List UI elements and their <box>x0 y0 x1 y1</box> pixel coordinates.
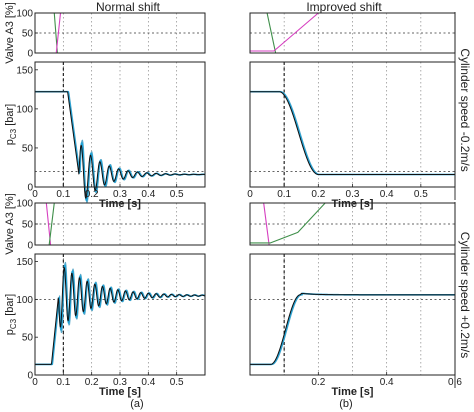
row-label-bottom: Cylinder speed +0.2m/s <box>458 232 472 358</box>
plot-frame <box>249 61 456 188</box>
title-a: Normal shift <box>96 0 161 14</box>
x-tick-label: 0.1 <box>277 189 291 200</box>
y-tick-label: 100 <box>16 199 33 210</box>
x-tick-label: 0 <box>32 189 38 200</box>
x-tick-label: 0.2 <box>85 189 99 200</box>
y-tick-label: 150 <box>16 257 33 268</box>
y-tick-label: 0 <box>27 241 33 252</box>
y-tick-label: 150 <box>16 65 33 76</box>
x-tick-label: 0.2 <box>311 377 325 388</box>
y-tick-label: 0 <box>27 183 33 194</box>
series-measured-2 <box>34 91 206 199</box>
series-measured-2 <box>250 292 455 365</box>
y-tick-label: 0 <box>27 49 33 60</box>
x-tick-label: 0.3 <box>113 189 127 200</box>
y-axis-label-main: p <box>4 139 16 145</box>
x-tick-label: 0.6 <box>448 377 462 388</box>
y-tick-label: 100 <box>16 104 33 115</box>
y-tick-label: 50 <box>22 143 34 154</box>
x-axis-label: Time [s] <box>332 386 374 398</box>
series-model-1 <box>249 292 456 366</box>
y-axis-label-main: p <box>4 329 16 335</box>
series-model_alt-0 <box>249 292 456 366</box>
title-b: Improved shift <box>306 0 382 14</box>
y-tick-label: 50 <box>22 220 34 231</box>
row-label-top-text: Cylinder speed -0.2m/s <box>458 48 472 171</box>
y-axis-label-unit: [bar] <box>4 294 16 319</box>
y-tick-label: 50 <box>22 333 34 344</box>
x-axis-label: Time [s] <box>99 386 141 398</box>
x-tick-label: 0 <box>247 189 253 200</box>
panel-pressure-bottom-b: 0.2 0.4 0.6 Time [s] <box>249 253 462 398</box>
plot-frame <box>249 12 456 54</box>
y-axis-label: pC3 [bar] <box>4 104 18 145</box>
x-tick-label: 0 <box>32 377 38 388</box>
x-tick-label: 0.4 <box>141 377 155 388</box>
y-tick-label: 100 <box>16 295 33 306</box>
panel-pressure-bottom-a: 0 50 100 150 0 0.1 0.2 0.3 0.4 0.5 Time [s] pC3 [ba… <box>4 253 206 398</box>
x-tick-label: 0.5 <box>170 189 184 200</box>
y-tick-label: 0 <box>27 371 33 382</box>
row-label-top: Cylinder speed -0.2m/s <box>458 48 472 171</box>
x-tick-label: 0.4 <box>380 189 394 200</box>
x-tick-label: 0.1 <box>56 189 70 200</box>
x-tick-label: 0.4 <box>141 189 155 200</box>
y-axis-label-sub: C3 <box>9 128 18 139</box>
series-measured-2 <box>34 267 206 365</box>
y-axis-label: Valve A3 [%] <box>4 2 16 64</box>
panel-valve-bottom-b <box>249 202 456 246</box>
x-tick-label: 0.2 <box>85 377 99 388</box>
plot-frame <box>249 202 456 246</box>
y-axis-label-sub: C3 <box>9 318 18 329</box>
x-tick-label: 0.5 <box>414 189 428 200</box>
y-axis-label-unit: [bar] <box>4 104 16 129</box>
x-tick-label: 0.2 <box>311 189 325 200</box>
x-tick-label: 0.4 <box>380 377 394 388</box>
series-measured-2 <box>250 91 455 175</box>
y-tick-label: 50 <box>22 29 34 40</box>
caption-b: (b) <box>339 398 352 410</box>
caption-a: (a) <box>130 398 143 410</box>
plot-frame <box>249 253 456 376</box>
y-tick-label: 100 <box>16 9 33 20</box>
row-label-bottom-text: Cylinder speed +0.2m/s <box>458 232 472 358</box>
x-tick-label: 0.3 <box>113 377 127 388</box>
y-axis-label: Valve A3 [%] <box>4 193 16 255</box>
x-tick-label: 0.3 <box>346 189 360 200</box>
y-axis-label: pC3 [bar] <box>4 294 18 335</box>
x-tick-label: 0.1 <box>56 377 70 388</box>
panel-valve-top-b <box>249 12 456 54</box>
x-tick-label: 0.5 <box>170 377 184 388</box>
